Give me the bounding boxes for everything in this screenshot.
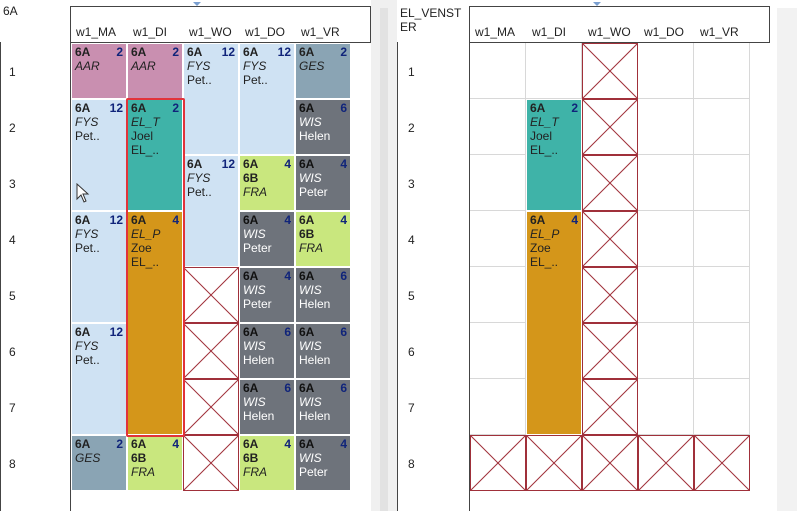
blocked-slot — [526, 435, 582, 491]
day-header-ma[interactable]: w1_MA — [475, 25, 516, 39]
left-hour-column: 1 2 3 4 5 6 7 8 — [0, 42, 71, 511]
hour-label: 3 — [408, 177, 415, 191]
blocked-slot — [582, 435, 638, 491]
right-panel-corner: EL_VENST ER — [397, 0, 469, 42]
lesson-card[interactable]: 6A 6 WIS Helen — [295, 267, 351, 323]
hour-label: 4 — [408, 233, 415, 247]
hour-label: 3 — [9, 177, 16, 191]
left-timetable-grid: 6A 2 AAR 6A 2 AAR 6A 12 FYS Pet.. 6A 12 FYS Pe… — [71, 43, 351, 491]
lesson-card-el-t[interactable]: 6A 2 EL_T Joel EL_.. — [127, 99, 183, 211]
lesson-card[interactable]: 6A 4 WIS Peter — [239, 211, 295, 267]
lesson-card-el-p[interactable]: 6A 4 EL_P Zoe EL_.. — [526, 211, 582, 435]
resize-marker[interactable] — [193, 2, 201, 6]
hour-label: 6 — [408, 345, 415, 359]
right-hour-column: 1 2 3 4 5 6 7 8 — [397, 42, 470, 511]
hour-label: 1 — [408, 65, 415, 79]
lesson-card[interactable]: 6A 2 AAR — [127, 43, 183, 99]
left-panel-title: 6A — [3, 4, 18, 18]
hour-label: 5 — [408, 289, 415, 303]
lesson-card-el-t[interactable]: 6A 2 EL_T Joel EL_.. — [526, 99, 582, 211]
hour-label: 4 — [9, 233, 16, 247]
lesson-card[interactable]: 6A 4 WIS Peter — [295, 155, 351, 211]
lesson-card[interactable]: 6A 12 FYS Pet.. — [239, 43, 295, 155]
lesson-card[interactable]: 6A 12 FYS Pet.. — [71, 323, 127, 435]
right-panel-title-line2: ER — [400, 20, 417, 34]
right-panel-scrollbar[interactable] — [777, 8, 797, 511]
blocked-slot — [183, 379, 239, 435]
day-header-di[interactable]: w1_DI — [532, 25, 567, 39]
hour-label: 8 — [408, 457, 415, 471]
blocked-slot — [183, 267, 239, 323]
day-header-wo[interactable]: w1_WO — [588, 25, 631, 39]
lesson-card[interactable]: 6A 12 FYS Pet.. — [71, 211, 127, 323]
blocked-slot — [470, 435, 526, 491]
lesson-card[interactable]: 6A 4 6B FRA — [239, 435, 295, 491]
mouse-cursor-icon — [76, 183, 90, 203]
lesson-card[interactable]: 6A 6 WIS Helen — [239, 323, 295, 379]
hour-label: 8 — [9, 457, 16, 471]
lesson-card-el-p[interactable]: 6A 4 EL_P Zoe EL_.. — [127, 211, 183, 435]
day-header-do[interactable]: w1_DO — [245, 25, 286, 39]
lesson-card[interactable]: 6A 4 WIS Peter — [239, 267, 295, 323]
lesson-card[interactable]: 6A 12 FYS Pet.. — [183, 155, 239, 267]
day-header-di[interactable]: w1_DI — [133, 25, 168, 39]
hour-label: 5 — [9, 289, 16, 303]
day-header-wo[interactable]: w1_WO — [189, 25, 232, 39]
blocked-slot — [183, 323, 239, 379]
lesson-card[interactable]: 6A 6 WIS Helen — [295, 323, 351, 379]
lesson-card[interactable]: 6A 6 WIS Helen — [295, 99, 351, 155]
left-panel-corner: 6A — [0, 0, 70, 42]
lesson-card[interactable]: 6A 4 6B FRA — [295, 211, 351, 267]
lesson-card[interactable]: 6A 4 6B FRA — [127, 435, 183, 491]
blocked-slot — [582, 155, 638, 211]
left-day-header: w1_MA w1_DI w1_WO w1_DO w1_VR — [70, 6, 371, 43]
blocked-slot — [582, 43, 638, 99]
lesson-card[interactable]: 6A 2 GES — [71, 435, 127, 491]
lesson-card[interactable]: 6A 2 AAR — [71, 43, 127, 99]
right-day-header: w1_MA w1_DI w1_WO w1_DO w1_VR — [469, 6, 770, 43]
hour-label: 6 — [9, 345, 16, 359]
lesson-card[interactable]: 6A 6 WIS Helen — [239, 379, 295, 435]
blocked-slot — [694, 435, 750, 491]
blocked-slot — [582, 267, 638, 323]
blocked-slot — [582, 99, 638, 155]
day-header-vr[interactable]: w1_VR — [700, 25, 739, 39]
day-header-ma[interactable]: w1_MA — [76, 25, 117, 39]
hour-label: 7 — [408, 401, 415, 415]
right-panel-title-line1: EL_VENST — [400, 6, 462, 20]
lesson-card[interactable]: 6A 12 FYS Pet.. — [183, 43, 239, 155]
blocked-slot — [638, 435, 694, 491]
resize-marker[interactable] — [593, 2, 601, 6]
blocked-slot — [582, 323, 638, 379]
lesson-card[interactable]: 6A 2 GES — [295, 43, 351, 99]
hour-label: 2 — [408, 121, 415, 135]
day-header-vr[interactable]: w1_VR — [301, 25, 340, 39]
lesson-card[interactable]: 6A 4 WIS Peter — [295, 435, 351, 491]
hour-label: 7 — [9, 401, 16, 415]
blocked-slot — [582, 211, 638, 267]
left-panel-scrollbar[interactable] — [380, 8, 388, 511]
lesson-card[interactable]: 6A 6 WIS Helen — [295, 379, 351, 435]
blocked-slot — [582, 379, 638, 435]
blocked-slot — [183, 435, 239, 491]
right-timetable-grid: 6A 2 EL_T Joel EL_.. 6A 4 EL_P Zoe EL_.. — [470, 43, 750, 491]
hour-label: 1 — [9, 65, 16, 79]
lesson-card[interactable]: 6A 4 6B FRA — [239, 155, 295, 211]
day-header-do[interactable]: w1_DO — [644, 25, 685, 39]
hour-label: 2 — [9, 121, 16, 135]
